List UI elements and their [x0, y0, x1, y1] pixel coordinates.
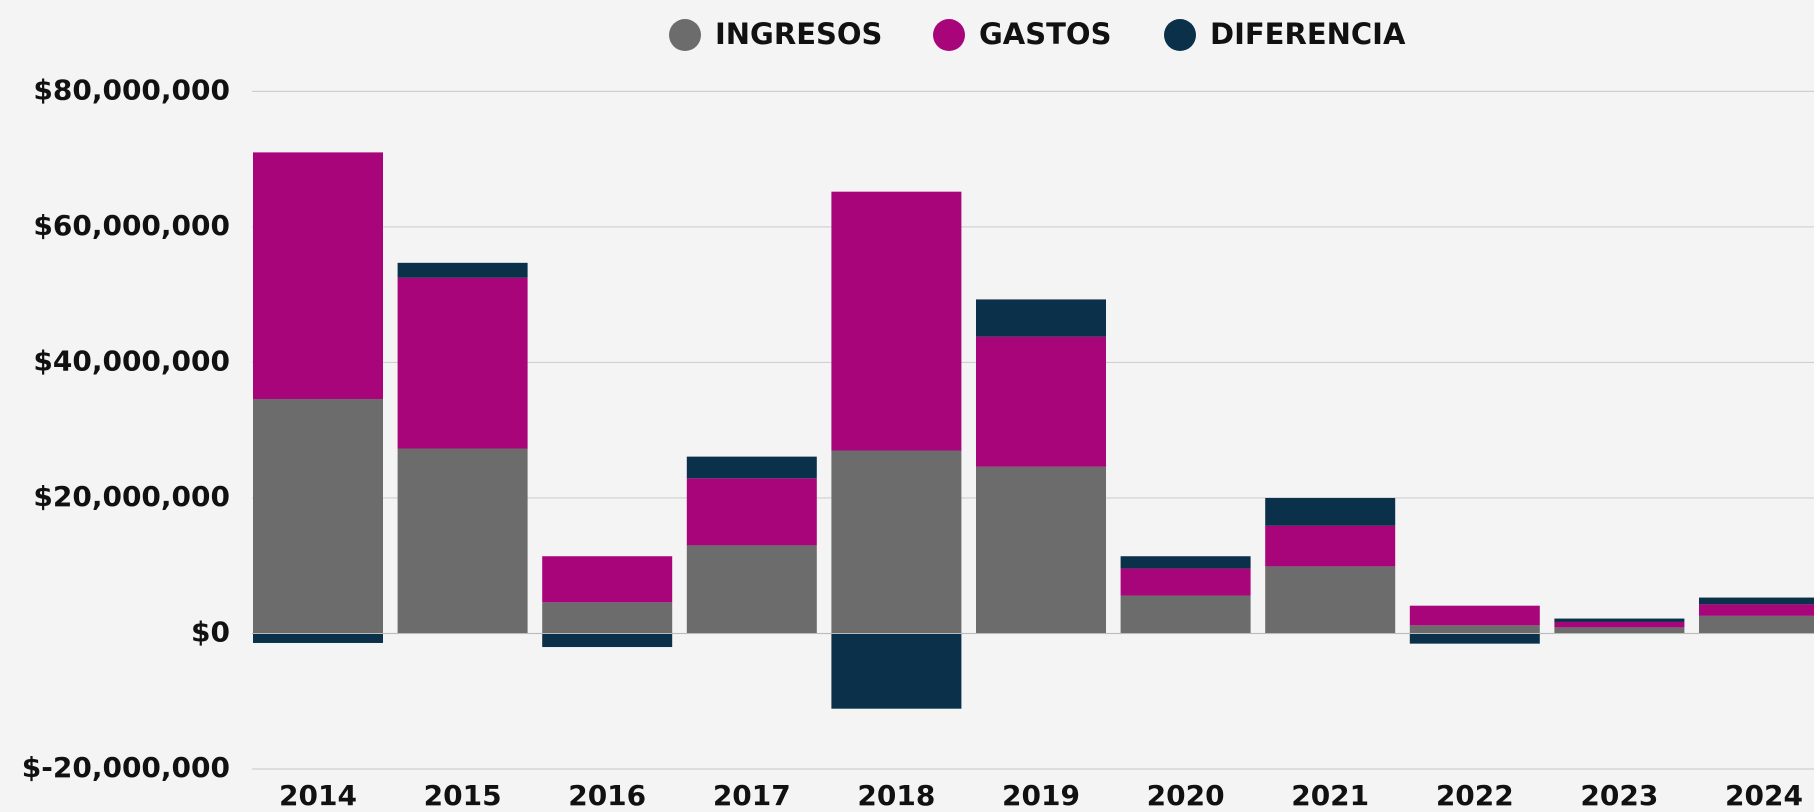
- bar-segment: [1409, 625, 1540, 634]
- y-tick-label: $80,000,000: [33, 73, 230, 106]
- bar-segment: [976, 466, 1106, 634]
- bar-segment: [1120, 568, 1251, 596]
- y-tick-label: $20,000,000: [33, 480, 230, 513]
- x-tick-label: 2021: [1291, 779, 1369, 812]
- bar-segment: [976, 336, 1106, 467]
- bar-segment: [1554, 627, 1685, 634]
- legend-swatch: [933, 19, 965, 51]
- y-tick-label: $0: [191, 615, 230, 648]
- x-tick-label: 2017: [713, 779, 791, 812]
- legend-label: INGRESOS: [715, 17, 882, 51]
- legend-label: GASTOS: [979, 17, 1111, 51]
- x-tick-label: 2022: [1436, 779, 1514, 812]
- bar-segment: [1699, 604, 1814, 616]
- bar-segment: [1265, 497, 1396, 526]
- bar-segment: [1409, 605, 1540, 626]
- x-tick-label: 2016: [568, 779, 646, 812]
- y-tick-label: $40,000,000: [33, 344, 230, 377]
- x-tick-label: 2020: [1147, 779, 1225, 812]
- bar-segment: [253, 633, 383, 643]
- x-tick-label: 2023: [1580, 779, 1658, 812]
- bar-segment: [1265, 566, 1396, 634]
- bar-segment: [253, 399, 383, 634]
- bar-segment: [686, 545, 817, 634]
- y-tick-label: $60,000,000: [33, 209, 230, 242]
- y-tick-label: $-20,000,000: [22, 751, 230, 784]
- bar-segment: [1554, 618, 1685, 622]
- bar-segment: [253, 152, 383, 400]
- bar-segment: [686, 456, 817, 479]
- bar-segment: [1699, 597, 1814, 605]
- bar-segment: [1554, 621, 1685, 628]
- bar-segment: [542, 633, 673, 648]
- legend-swatch: [669, 19, 701, 51]
- bar-segment: [542, 602, 673, 634]
- bar-segment: [1120, 556, 1251, 569]
- bar-segment: [976, 299, 1106, 337]
- bar-segment: [1120, 595, 1251, 634]
- x-tick-label: 2018: [857, 779, 935, 812]
- bar-segment: [831, 450, 962, 634]
- bar-segment: [397, 277, 528, 449]
- bar-segment: [686, 478, 817, 546]
- x-tick-label: 2019: [1002, 779, 1080, 812]
- bar-segment: [1699, 615, 1814, 634]
- bar-segment: [831, 633, 962, 709]
- bar-segment: [1409, 633, 1540, 644]
- bar-segment: [1265, 525, 1396, 567]
- x-tick-label: 2024: [1725, 779, 1803, 812]
- x-tick-label: 2015: [424, 779, 502, 812]
- bar-segment: [831, 191, 962, 451]
- legend-swatch: [1164, 19, 1196, 51]
- bar-segment: [397, 262, 528, 278]
- bar-segment: [542, 556, 673, 603]
- bar-segment: [397, 448, 528, 634]
- x-tick-label: 2014: [279, 779, 357, 812]
- legend-label: DIFERENCIA: [1210, 17, 1406, 51]
